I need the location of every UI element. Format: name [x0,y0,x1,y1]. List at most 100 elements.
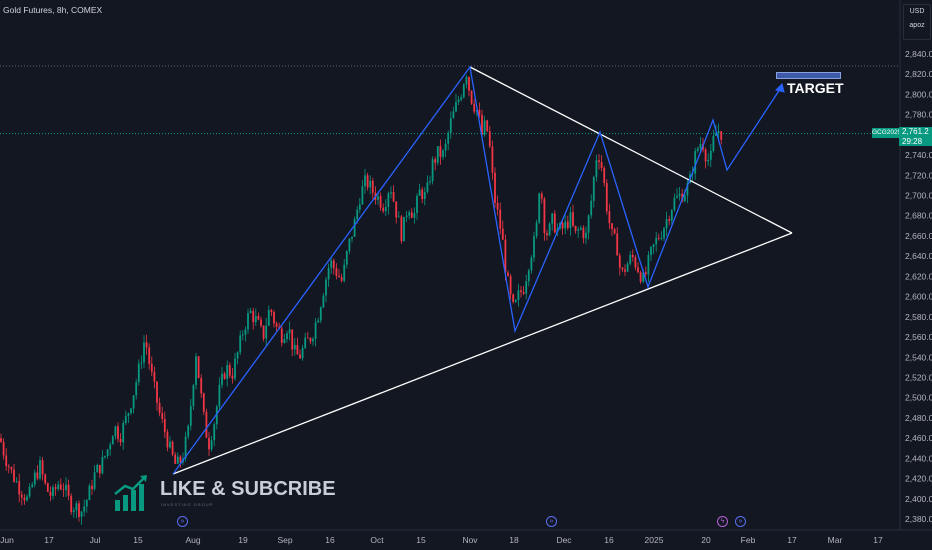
candle-body [605,183,608,212]
candle-body [707,159,710,162]
candle-body [525,281,528,294]
candle-body [709,150,712,160]
candle-body [715,133,717,136]
candle-body [410,212,413,218]
candle-body [101,457,104,474]
candle-body [234,358,236,379]
candle-body [699,143,702,149]
event-marker-icon[interactable]: » [177,516,188,527]
candle-body [195,356,197,386]
candle-body [52,487,54,497]
candle-body [80,511,83,517]
target-zone[interactable] [776,72,841,79]
candle-body [447,132,450,144]
candle-body [676,195,678,198]
candle-body [444,143,447,151]
candle-body [10,467,13,470]
triangle-upper-line[interactable] [469,66,793,234]
price-tick-label: 2,480.0 [905,413,932,423]
candle-body [343,264,346,281]
candle-body [496,202,499,210]
candle-body [31,484,34,488]
candle-body [252,310,255,323]
candle-body [88,485,91,501]
candle-body [109,444,112,450]
time-tick-label: 19 [238,535,248,545]
candle-body [608,211,611,224]
candle-body [642,272,645,282]
candle-body [361,186,364,205]
candle-body [161,413,164,419]
candle-body [5,455,8,467]
candle-body [231,375,234,379]
candle-body [475,110,478,112]
price-tick-label: 2,580.0 [905,312,932,322]
candle-body [369,180,372,188]
candle-body [468,77,470,91]
target-label: TARGET [787,80,844,96]
lightning-event-icon[interactable]: ϟ [717,516,728,527]
candle-body [130,408,132,414]
candle-body [678,193,681,196]
candle-body [616,233,619,256]
currency-selector[interactable]: USD apoz [903,4,931,40]
candle-body [483,120,486,135]
price-tick-label: 2,380.0 [905,514,932,524]
candle-body [327,267,330,280]
candle-body [403,217,405,242]
candle-body [598,160,600,163]
candle-body [629,254,632,264]
candle-body [280,328,283,343]
candle-body [566,221,569,228]
candle-body [304,337,307,348]
price-tick-label: 2,500.0 [905,393,932,403]
candle-body [514,300,517,302]
candle-body [111,436,114,445]
candle-body [353,219,356,237]
candle-body [75,503,78,511]
candle-body [603,167,606,184]
candle-body [221,373,223,385]
candle-body [41,460,44,475]
candle-body [590,200,593,216]
candle-body [325,279,327,296]
candle-body [423,191,426,200]
candle-body [465,77,468,85]
candle-body [530,257,533,271]
candle-body [535,222,538,237]
candle-body [44,474,47,484]
candle-body [673,197,676,211]
event-marker-icon[interactable]: » [546,516,557,527]
symbol-title: Gold Futures, 8h, COMEX [3,5,103,15]
candle-body [132,395,135,409]
candle-body [140,362,143,364]
candle-body [392,192,395,202]
price-tick-label: 2,680.0 [905,211,932,221]
candle-body [122,423,125,443]
triangle-lower-line[interactable] [172,232,793,475]
candle-body [595,160,598,178]
candle-body [197,356,200,378]
candle-body [371,180,374,193]
scale-mode-label: apoz [909,22,925,29]
candle-body [509,276,512,295]
candle-body [179,456,182,463]
candle-body [301,347,304,359]
candle-body [639,272,642,282]
candle-body [254,316,257,323]
candle-body [317,320,320,323]
candle-body [13,469,15,482]
candle-body [145,342,148,348]
zigzag-pattern-line[interactable] [172,65,783,475]
candle-body [533,236,535,258]
event-marker-icon[interactable]: » [735,516,746,527]
candle-body [512,294,515,302]
candle-body [228,365,231,376]
time-tick-label: 15 [416,535,426,545]
candle-body [210,440,213,450]
candle-body [499,209,502,229]
candle-body [582,227,585,239]
candle-body [613,228,616,234]
candle-body [36,472,39,479]
